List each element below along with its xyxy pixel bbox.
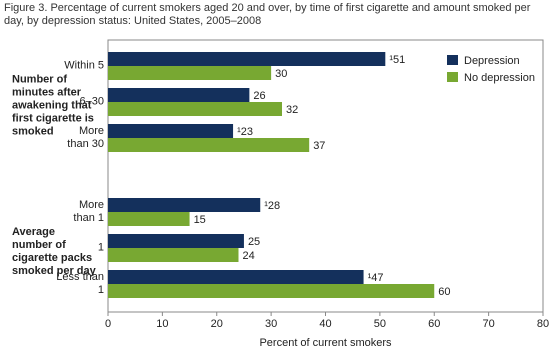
- x-tick-label: 0: [105, 318, 111, 330]
- value-label: 30: [275, 68, 287, 80]
- bar: [108, 270, 364, 284]
- legend-label: No depression: [464, 72, 535, 84]
- bar: [108, 66, 272, 80]
- x-tick-label: 50: [374, 318, 386, 330]
- x-axis-label: Percent of current smokers: [259, 337, 392, 349]
- legend-swatch: [447, 55, 458, 65]
- value-label: 26: [253, 90, 265, 102]
- x-tick-label: 70: [483, 318, 495, 330]
- bar: [108, 102, 282, 116]
- bar: [108, 284, 435, 298]
- x-tick-label: 80: [537, 318, 549, 330]
- x-tick-label: 60: [428, 318, 440, 330]
- bar: [108, 124, 234, 138]
- category-label: Less than 1: [56, 271, 104, 296]
- value-label: 37: [313, 140, 325, 152]
- bar: [108, 212, 190, 226]
- bar: [108, 234, 244, 248]
- value-label: ¹23: [237, 126, 253, 138]
- value-label: 25: [248, 236, 260, 248]
- bar: [108, 138, 310, 152]
- x-tick-label: 40: [319, 318, 331, 330]
- category-label: More than 1: [73, 199, 104, 224]
- legend-label: Depression: [464, 55, 520, 67]
- value-label: 24: [243, 250, 255, 262]
- category-label: More than 30: [67, 125, 104, 150]
- legend-swatch: [447, 72, 458, 82]
- value-label: 60: [438, 286, 450, 298]
- category-label: Within 5: [64, 59, 104, 72]
- value-label: ¹51: [389, 54, 405, 66]
- bar: [108, 198, 261, 212]
- value-label: 32: [286, 104, 298, 116]
- x-tick-label: 20: [211, 318, 223, 330]
- bar: [108, 88, 250, 102]
- x-tick-label: 30: [265, 318, 277, 330]
- value-label: ¹28: [264, 200, 280, 212]
- value-label: 15: [194, 214, 206, 226]
- group-label: Number of minutes after awakening that f…: [12, 73, 94, 138]
- category-label: 6–30: [79, 95, 104, 108]
- category-label: 1: [97, 241, 104, 254]
- chart-title: Figure 3. Percentage of current smokers …: [4, 2, 531, 27]
- bar: [108, 52, 386, 66]
- bar: [108, 248, 239, 262]
- value-label: ¹47: [368, 272, 384, 284]
- group-label: Average number of cigarette packs smoked…: [12, 226, 96, 277]
- x-tick-label: 10: [156, 318, 168, 330]
